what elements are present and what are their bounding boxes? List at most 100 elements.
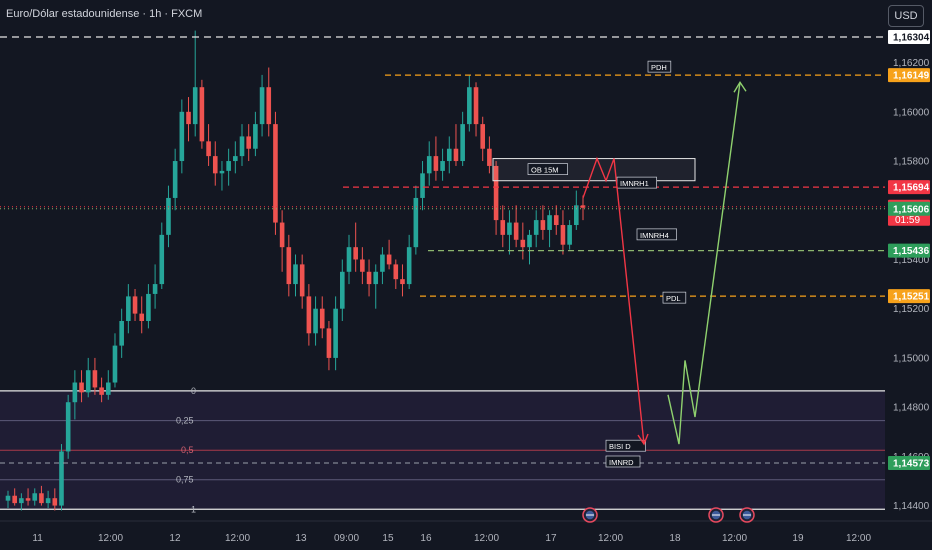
candle-body <box>199 87 205 142</box>
candle-body <box>433 156 439 171</box>
x-tick-label: 18 <box>669 533 681 544</box>
candle-body <box>406 247 412 285</box>
candle-body <box>65 402 71 452</box>
candle-body <box>413 197 419 248</box>
candle-body <box>32 493 38 501</box>
candle-body <box>25 498 31 501</box>
projection-red-arrowhead <box>637 433 649 446</box>
x-tick-label: 12:00 <box>722 533 747 544</box>
candle-body <box>567 225 572 245</box>
candle-body <box>253 124 258 149</box>
event-flag-icon[interactable] <box>739 507 755 523</box>
x-tick-label: 16 <box>420 533 432 544</box>
candle-body <box>340 271 345 309</box>
annotation-imnrh4: IMNRH4 <box>640 231 669 240</box>
candle-body <box>400 279 405 285</box>
candle-body <box>112 345 118 383</box>
pdh-level-price-tag <box>888 68 930 83</box>
y-tick-label: 1,16200 <box>893 58 930 69</box>
fib-level-label: 0 <box>191 386 196 396</box>
candle-body <box>420 173 425 198</box>
countdown-label: 01:59 <box>895 215 920 226</box>
candle-body <box>460 124 465 162</box>
level-15606-price-label: 1,15606 <box>893 204 930 215</box>
candle-body <box>333 308 338 358</box>
candle-body <box>12 495 17 504</box>
annotation-imnrh1: IMNRH1 <box>620 179 649 188</box>
annotation-tag <box>636 228 677 241</box>
top-level-price-tag <box>888 30 930 44</box>
top-level-price-label: 1,16304 <box>893 33 930 44</box>
chart-title: Euro/Dólar estadounidense · 1h · FXCM <box>6 8 203 20</box>
candle-body <box>513 222 519 240</box>
candle-body <box>480 124 486 149</box>
x-tick-label: 15 <box>382 533 394 544</box>
annotation-pdh: PDH <box>651 63 667 72</box>
candle-body <box>326 328 332 358</box>
candle-body <box>580 205 586 208</box>
pdl-level-price-tag <box>888 289 930 304</box>
candle-body <box>45 498 51 504</box>
candle-body <box>39 493 44 504</box>
candle-body <box>286 247 292 285</box>
candle-body <box>126 296 131 321</box>
candle-body <box>473 87 479 125</box>
candle-body <box>467 87 472 125</box>
event-flag-icon[interactable] <box>708 507 724 523</box>
candle-body <box>353 247 358 260</box>
candle-body <box>507 222 512 235</box>
y-tick-label: 1,14800 <box>893 403 930 414</box>
candle-body <box>540 220 546 230</box>
candle-body <box>273 124 278 223</box>
fib-level-label: 1 <box>191 504 196 514</box>
x-tick-label: 12:00 <box>846 533 871 544</box>
event-flag-icon[interactable] <box>582 507 598 523</box>
imnrh1-level-price-tag <box>888 180 930 195</box>
candle-body <box>440 161 445 171</box>
candle-body <box>266 87 272 125</box>
candle-body <box>19 498 24 504</box>
currency-button[interactable]: USD <box>888 5 924 27</box>
imnrh4-level-price-tag <box>888 243 930 258</box>
y-tick-label: 1,15400 <box>893 255 930 266</box>
annotation-ob-15m: OB 15M <box>531 166 559 175</box>
annotation-bisi-d: BISI D <box>609 442 631 451</box>
order-block-box <box>492 158 696 182</box>
projection-red-path <box>582 156 645 445</box>
candle-body <box>259 87 265 125</box>
candle-body <box>5 495 11 501</box>
candle-body <box>553 215 559 226</box>
candle-body <box>393 264 399 280</box>
candle-body <box>219 170 225 174</box>
candle-body <box>172 161 178 198</box>
x-tick-label: 19 <box>792 533 804 544</box>
candle-body <box>152 284 158 294</box>
candle-body <box>500 220 506 235</box>
candle-body <box>179 111 185 162</box>
candle-body <box>186 111 191 125</box>
candle-body <box>547 215 552 230</box>
annotation-tag <box>647 60 672 73</box>
candle-body <box>293 264 298 285</box>
candle-body <box>92 370 98 388</box>
imnrd-level-price-label: 1,14573 <box>893 459 930 470</box>
candle-body <box>206 141 211 157</box>
fib-level-label: 0,25 <box>176 416 194 426</box>
candle-body <box>453 148 459 162</box>
fib-level-label: 0,75 <box>176 475 194 485</box>
candle-body <box>520 239 526 248</box>
y-tick-label: 1,14400 <box>893 501 930 512</box>
x-tick-label: 11 <box>32 533 43 544</box>
candle-body <box>560 225 566 245</box>
candle-body <box>85 370 91 393</box>
candle-body <box>346 247 352 272</box>
x-tick-label: 17 <box>545 533 557 544</box>
candle-body <box>446 148 452 162</box>
candle-body <box>279 222 285 248</box>
level-15606-price-tag <box>888 201 930 216</box>
x-tick-label: 12:00 <box>225 533 250 544</box>
candle-body <box>52 498 58 506</box>
x-tick-label: 12 <box>169 533 181 544</box>
candle-body <box>380 254 385 272</box>
